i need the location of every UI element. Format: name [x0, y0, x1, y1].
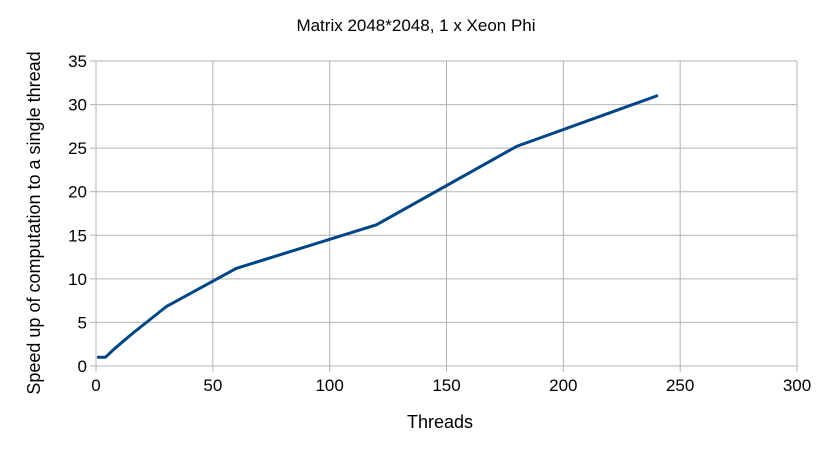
x-tick-label: 50	[203, 376, 222, 395]
x-tick-label: 100	[315, 376, 343, 395]
y-tick-label: 10	[68, 270, 87, 289]
y-tick-label: 25	[68, 139, 87, 158]
x-axis-ticks: 0 50 100 150 200 250 300	[91, 366, 811, 395]
series-line	[96, 94, 659, 359]
y-axis-label: Speed up of computation to a single thre…	[24, 51, 44, 394]
x-tick-label: 250	[666, 376, 694, 395]
chart-title: Matrix 2048*2048, 1 x Xeon Phi	[296, 16, 535, 35]
y-tick-label: 0	[78, 357, 87, 376]
x-tick-label: 0	[91, 376, 100, 395]
y-tick-label: 20	[68, 183, 87, 202]
y-tick-label: 15	[68, 226, 87, 245]
x-axis-label: Threads	[407, 412, 473, 432]
y-tick-label: 35	[68, 52, 87, 71]
y-tick-label: 30	[68, 96, 87, 115]
x-tick-label: 200	[549, 376, 577, 395]
y-tick-label: 5	[78, 313, 87, 332]
y-axis-ticks: 0 5 10 15 20 25 30 35	[68, 52, 96, 376]
series-group	[96, 94, 659, 359]
x-tick-label: 300	[783, 376, 811, 395]
x-tick-label: 150	[432, 376, 460, 395]
grid	[95, 60, 798, 367]
